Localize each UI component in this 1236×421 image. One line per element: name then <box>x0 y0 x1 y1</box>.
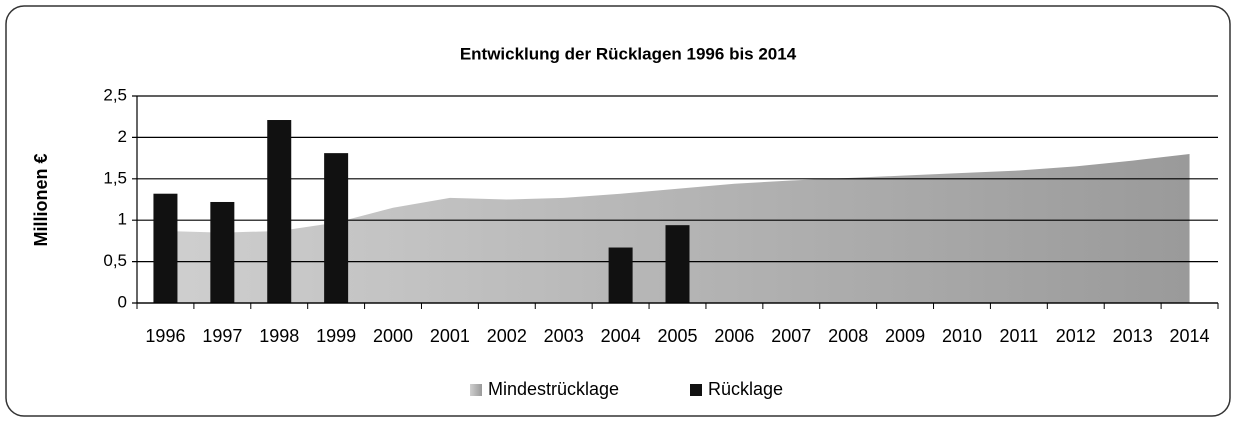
legend-label: Rücklage <box>708 379 783 399</box>
y-tick-label: 0 <box>118 292 127 311</box>
y-axis-label: Millionen € <box>31 153 51 246</box>
x-tick-label: 2005 <box>657 326 697 346</box>
x-tick-label: 2002 <box>487 326 527 346</box>
x-tick-label: 2014 <box>1170 326 1210 346</box>
bar <box>267 120 292 304</box>
y-tick-label: 1 <box>118 210 127 229</box>
x-tick-label: 2007 <box>771 326 811 346</box>
x-tick-label: 2000 <box>373 326 413 346</box>
y-tick-label: 1,5 <box>103 168 127 187</box>
x-tick-label: 2003 <box>544 326 584 346</box>
x-tick-label: 2004 <box>601 326 641 346</box>
y-tick-label: 0,5 <box>103 251 127 270</box>
bar <box>608 247 633 303</box>
x-tick-label: 1997 <box>202 326 242 346</box>
bar <box>210 201 235 303</box>
x-tick-label: 2008 <box>828 326 868 346</box>
chart-title: Entwicklung der Rücklagen 1996 bis 2014 <box>460 44 797 63</box>
x-tick-label: 2001 <box>430 326 470 346</box>
x-tick-label: 2011 <box>1000 326 1039 346</box>
y-tick-label: 2 <box>118 127 127 146</box>
x-tick-label: 1998 <box>259 326 299 346</box>
legend-label: Mindestrücklage <box>488 379 619 399</box>
x-tick-label: 1999 <box>316 326 356 346</box>
bar <box>665 225 690 303</box>
x-tick-label: 2012 <box>1056 326 1096 346</box>
x-tick-label: 2010 <box>942 326 982 346</box>
legend-swatch <box>690 384 702 396</box>
chart-frame <box>5 5 1231 417</box>
bar <box>324 153 349 303</box>
x-tick-label: 2013 <box>1113 326 1153 346</box>
x-tick-label: 2009 <box>885 326 925 346</box>
x-tick-label: 1996 <box>145 326 185 346</box>
legend-swatch <box>470 384 482 396</box>
x-tick-label: 2006 <box>714 326 754 346</box>
bar <box>153 193 178 303</box>
y-tick-label: 2,5 <box>103 85 127 104</box>
